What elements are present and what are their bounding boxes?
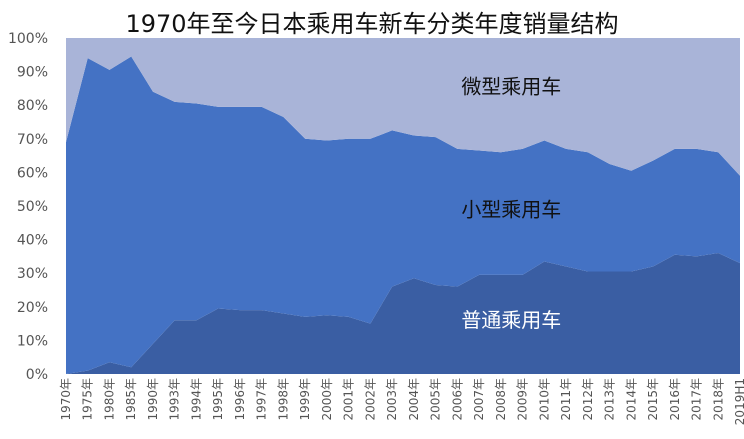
x-tick-label: 1975年 xyxy=(81,378,95,421)
x-tick-label: 2011年 xyxy=(559,378,573,421)
x-axis: 1970年 1975年 1980年 1985年 1990年 1993年 1994年 1995年… xyxy=(59,378,744,425)
x-tick-label: 2000年 xyxy=(320,378,334,421)
y-tick-label: 10% xyxy=(17,333,48,349)
x-tick-label: 1995年 xyxy=(211,378,225,421)
y-tick-label: 20% xyxy=(17,300,48,316)
y-tick-label: 60% xyxy=(17,165,48,181)
y-tick-label: 70% xyxy=(17,132,48,148)
x-tick-label: 2007年 xyxy=(472,378,486,421)
area-series-mini xyxy=(66,38,740,176)
x-tick-label: 2002年 xyxy=(363,378,377,421)
x-tick-label: 2003年 xyxy=(385,378,399,421)
x-tick-label: 1998年 xyxy=(276,378,290,421)
y-tick-label: 0% xyxy=(26,367,48,383)
x-tick-label: 2018年 xyxy=(711,378,725,421)
y-axis: 0% 10% 20% 30% 40% 50% 60% 70% 80% 90% 100% xyxy=(8,31,48,383)
x-tick-label: 2010年 xyxy=(537,378,551,421)
x-tick-label: 1996年 xyxy=(233,378,247,421)
x-tick-label: 1980年 xyxy=(102,378,116,421)
y-tick-label: 40% xyxy=(17,233,48,249)
x-tick-label: 1970年 xyxy=(59,378,73,421)
y-tick-label: 50% xyxy=(17,199,48,215)
x-tick-label: 1994年 xyxy=(189,378,203,421)
x-tick-label: 1990年 xyxy=(146,378,160,421)
series-labels: 普通乘用车 小型乘用车 微型乘用车 xyxy=(461,75,561,333)
x-tick-label: 1999年 xyxy=(298,378,312,421)
series-label-ordinary: 普通乘用车 xyxy=(461,308,561,332)
x-tick-label: 2004年 xyxy=(407,378,421,421)
x-tick-label: 1993年 xyxy=(168,378,182,421)
y-tick-label: 100% xyxy=(8,31,48,47)
x-tick-label: 2008年 xyxy=(494,378,508,421)
x-tick-label: 2016年 xyxy=(668,378,682,421)
x-tick-label: 2005年 xyxy=(429,378,443,421)
x-tick-label: 2017年 xyxy=(690,378,704,421)
series-label-small: 小型乘用车 xyxy=(461,197,561,221)
area-layer xyxy=(66,38,740,374)
x-tick-label: 2012年 xyxy=(581,378,595,421)
x-tick-label: 2009年 xyxy=(516,378,530,421)
area-series-small xyxy=(66,56,740,374)
y-tick-label: 30% xyxy=(17,266,48,282)
x-tick-label: 2001年 xyxy=(342,378,356,421)
x-tick-label: 2014年 xyxy=(624,378,638,421)
y-tick-label: 80% xyxy=(17,98,48,114)
x-tick-label: 2015年 xyxy=(646,378,660,421)
x-tick-label: 1985年 xyxy=(124,378,138,421)
x-tick-label: 1997年 xyxy=(255,378,269,421)
x-tick-label: 2019H1 xyxy=(733,378,744,425)
area-series-ordinary xyxy=(66,253,740,374)
x-tick-label: 2013年 xyxy=(603,378,617,421)
y-tick-label: 90% xyxy=(17,65,48,81)
chart-title: 1970年至今日本乘用车新车分类年度销量结构 xyxy=(125,10,619,38)
series-label-mini: 微型乘用车 xyxy=(461,75,561,99)
x-tick-label: 2006年 xyxy=(450,378,464,421)
